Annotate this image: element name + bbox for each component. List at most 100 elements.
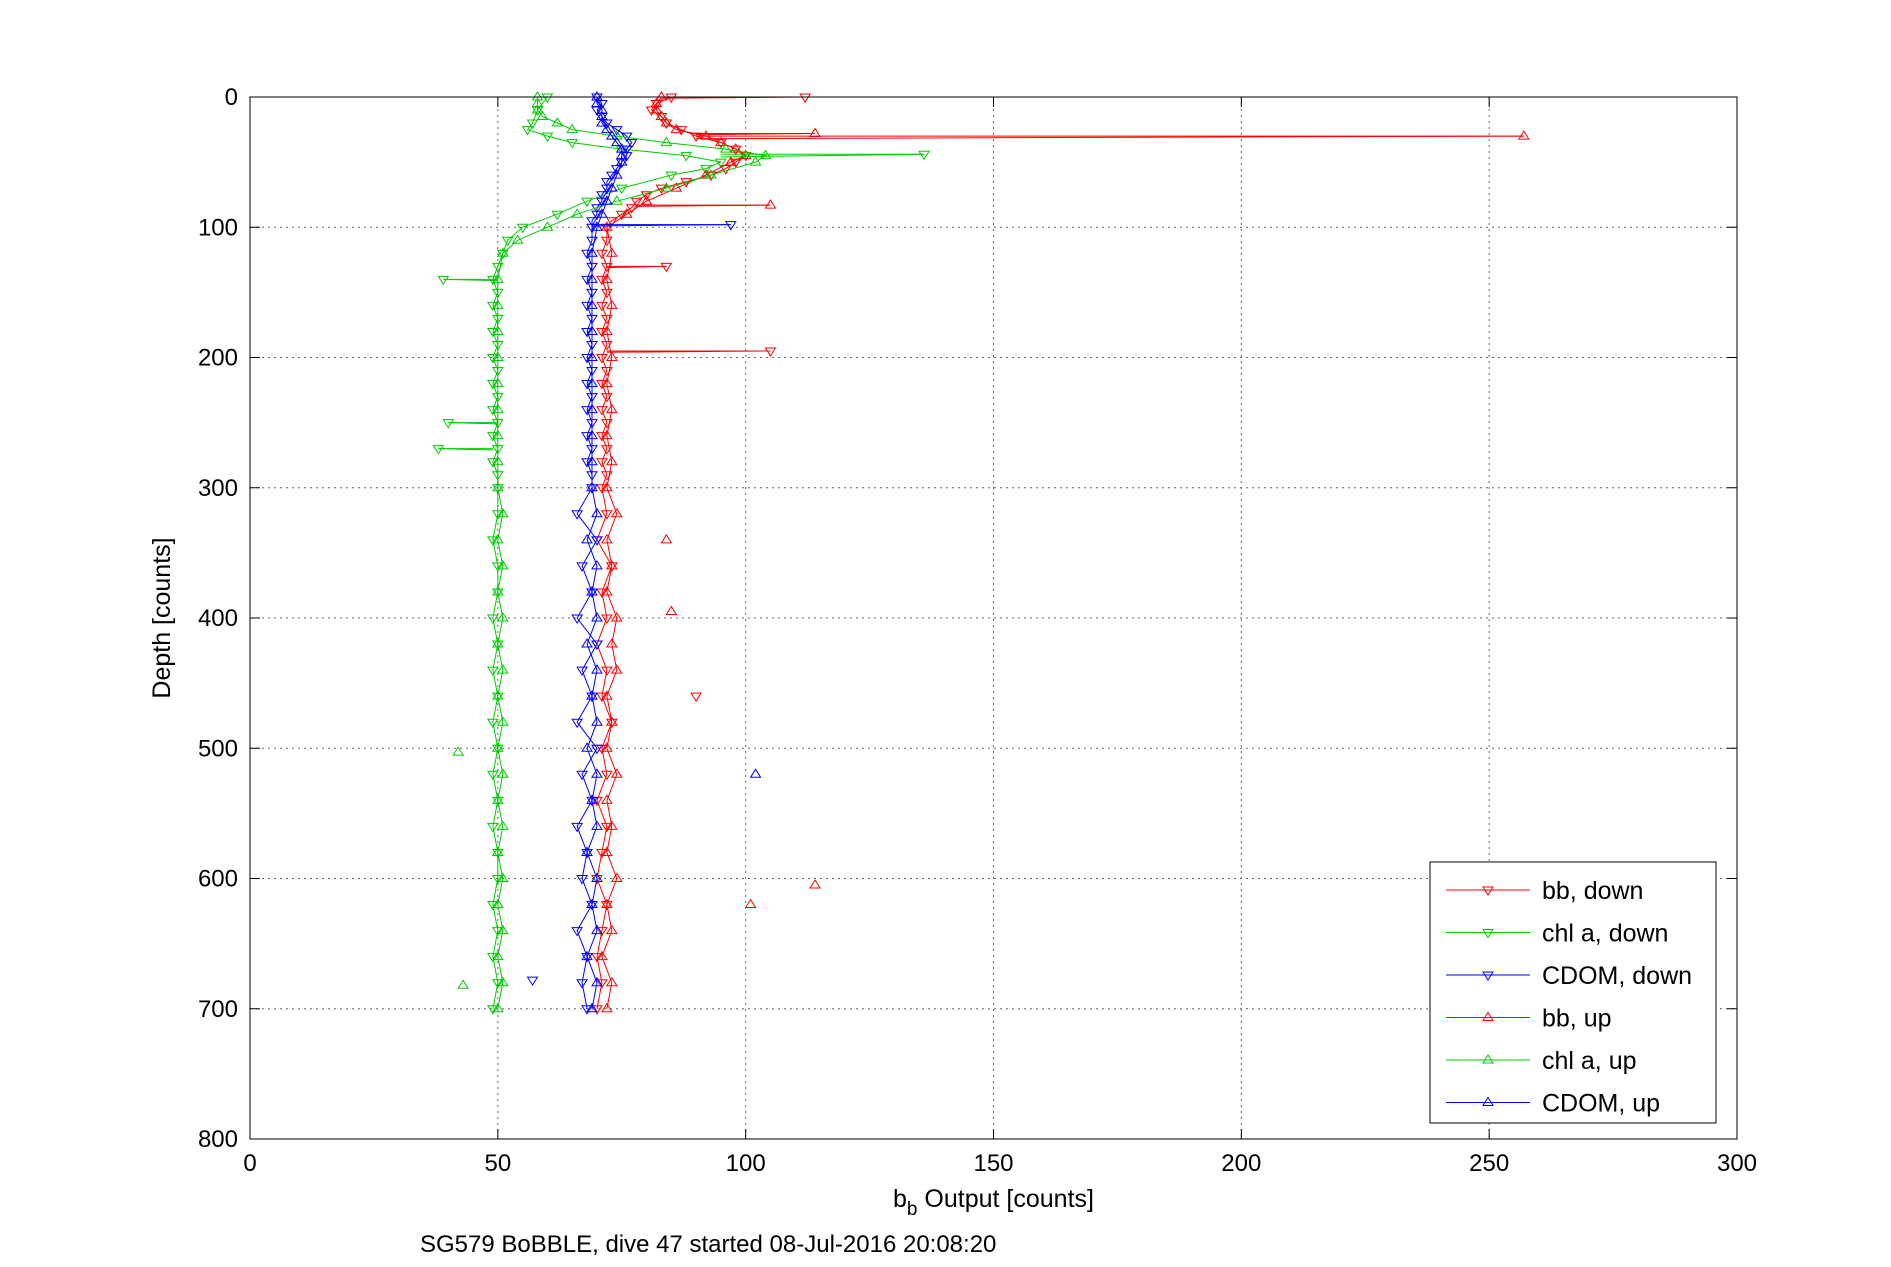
x-tick-label: 250	[1469, 1150, 1509, 1177]
data-point	[586, 429, 598, 440]
outlier-point	[809, 879, 821, 889]
data-point	[491, 690, 504, 700]
data-point	[491, 950, 504, 961]
data-point	[591, 953, 603, 963]
data-point	[615, 156, 628, 166]
data-point	[591, 97, 603, 108]
data-point	[491, 796, 504, 807]
data-point	[531, 97, 544, 108]
data-point	[596, 950, 608, 961]
data-point	[596, 380, 608, 390]
data-point	[596, 104, 608, 114]
data-point	[486, 458, 499, 468]
data-point	[491, 640, 504, 650]
y-tick-label: 400	[198, 605, 238, 632]
data-point	[600, 614, 613, 624]
data-point	[596, 979, 608, 989]
data-point	[596, 191, 608, 201]
data-point	[571, 718, 584, 729]
data-point	[586, 217, 598, 227]
data-point	[650, 104, 663, 114]
data-point	[486, 1005, 499, 1015]
y-tick-label: 0	[225, 84, 238, 111]
data-point	[591, 872, 603, 882]
data-point	[486, 770, 499, 781]
data-point	[591, 924, 603, 935]
data-point	[581, 275, 593, 286]
data-point	[486, 614, 499, 624]
data-point	[615, 149, 628, 160]
data-point	[600, 325, 613, 335]
data-point	[591, 507, 603, 518]
data-point	[596, 354, 608, 364]
data-point	[605, 924, 618, 935]
data-point	[596, 208, 608, 218]
data-point	[581, 953, 593, 963]
data-point	[610, 126, 623, 136]
data-point	[486, 822, 499, 833]
data-point	[650, 97, 663, 108]
data-point	[491, 510, 504, 520]
data-point	[660, 136, 673, 147]
data-point	[729, 143, 742, 153]
data-point	[600, 178, 613, 188]
legend-box	[1429, 861, 1717, 1124]
data-point	[610, 872, 623, 882]
data-point	[491, 533, 504, 544]
data-point	[576, 875, 588, 885]
data-point	[586, 351, 598, 361]
data-point	[486, 301, 499, 312]
outlier-point	[764, 347, 777, 357]
chart-caption: SG579 BoBBLE, dive 47 started 08-Jul-201…	[420, 1231, 996, 1258]
outlier-spike-line	[636, 204, 771, 207]
data-point	[491, 455, 504, 466]
data-point	[491, 898, 504, 909]
data-point	[605, 559, 618, 570]
data-point	[581, 533, 593, 544]
data-point	[491, 299, 504, 309]
data-point	[496, 247, 509, 257]
data-point	[576, 562, 588, 572]
data-point	[581, 950, 593, 961]
outlier-point	[526, 976, 539, 987]
data-point	[586, 403, 598, 414]
data-point	[586, 325, 598, 335]
data-point	[571, 927, 584, 937]
data-point	[665, 171, 678, 182]
data-point	[600, 119, 613, 129]
data-point	[596, 432, 608, 442]
data-point	[586, 898, 598, 909]
data-point	[586, 273, 598, 283]
legend-swatch-marker	[1482, 1054, 1494, 1064]
data-point	[491, 377, 504, 388]
data-point	[581, 380, 593, 390]
data-point	[491, 875, 504, 885]
data-point	[571, 822, 584, 833]
data-point	[581, 354, 593, 364]
data-point	[705, 169, 717, 179]
data-point	[660, 182, 673, 192]
x-tick-label: 100	[726, 1150, 766, 1177]
data-point	[700, 165, 712, 175]
data-point	[571, 208, 584, 218]
x-tick-label: 300	[1717, 1150, 1757, 1177]
data-point	[576, 979, 588, 989]
data-point	[486, 953, 499, 963]
outlier-spike-line	[606, 265, 667, 269]
data-point	[486, 406, 499, 416]
data-point	[596, 249, 608, 260]
data-point	[586, 586, 598, 596]
data-point	[491, 692, 504, 703]
legend-label: bb, up	[1542, 1005, 1612, 1033]
data-point	[605, 562, 618, 572]
data-point	[615, 143, 628, 153]
data-point	[551, 117, 564, 127]
data-point	[596, 458, 608, 468]
data-point	[581, 1005, 593, 1015]
data-point	[625, 139, 638, 149]
data-point	[491, 794, 504, 804]
data-point	[496, 976, 509, 987]
data-point	[596, 110, 608, 121]
data-point	[714, 158, 727, 169]
